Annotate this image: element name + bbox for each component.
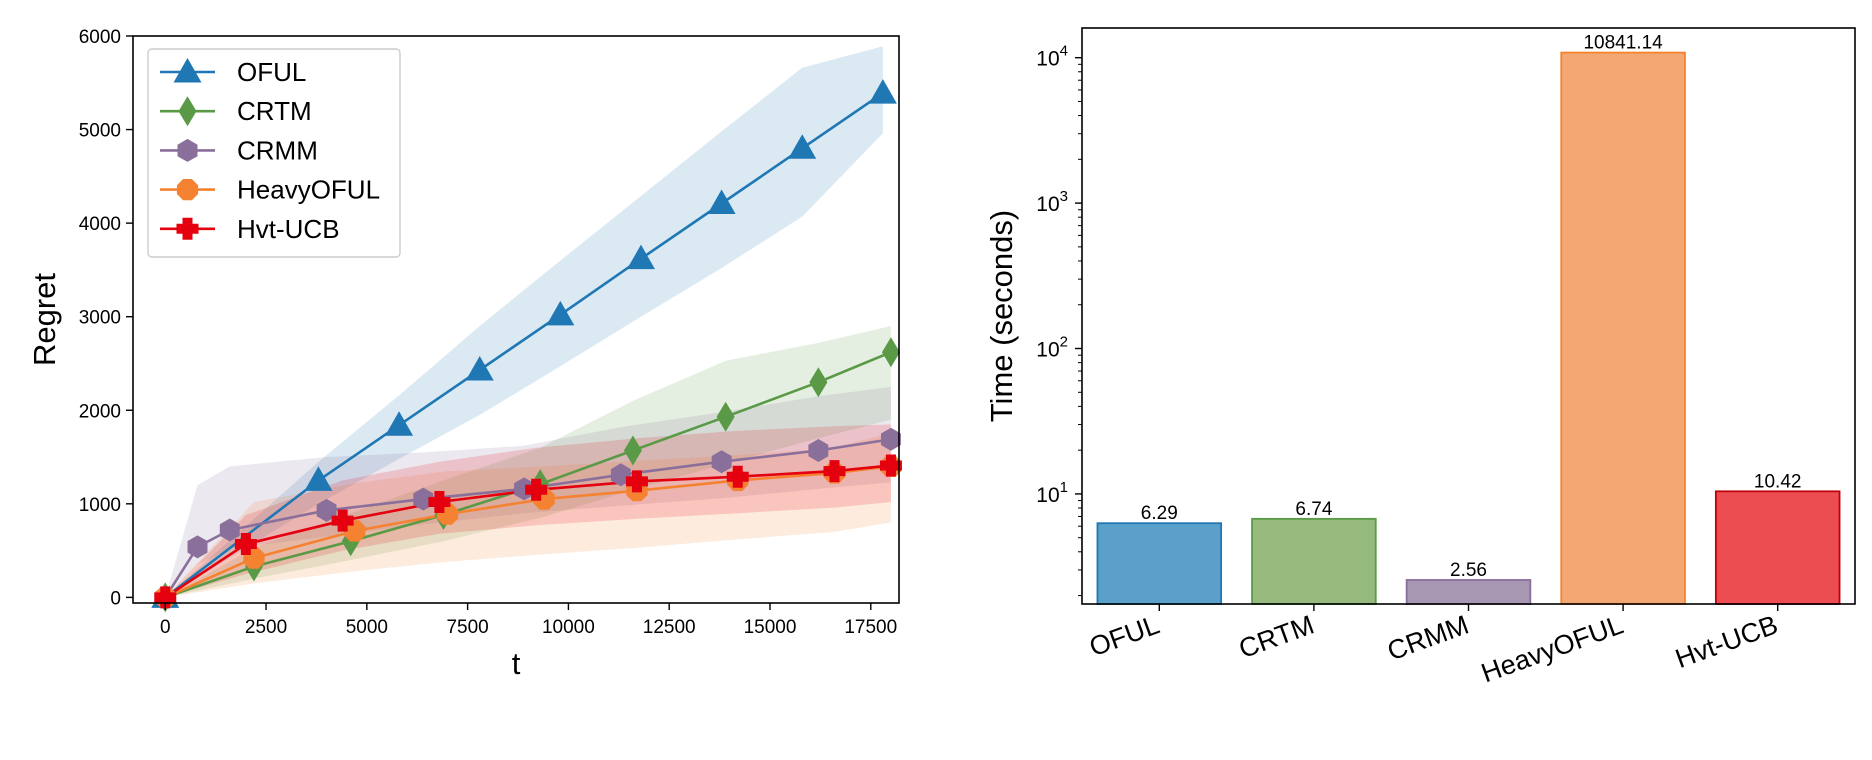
x-tick-label-heavyoful: HeavyOFUL — [1477, 609, 1627, 688]
y-tick-label: 6000 — [79, 27, 121, 48]
y-tick-label: 102 — [1036, 334, 1068, 362]
bar-value-heavyoful: 10841.14 — [1583, 33, 1663, 54]
crtm-marker — [809, 367, 828, 398]
bar-crtm — [1251, 517, 1377, 605]
oful-marker — [788, 134, 817, 159]
y-tick-label: 3000 — [79, 308, 121, 329]
runtime-bar-chart: 6.29 6.74 2.56 10841.14 10.42 101 102 103 104 O… — [984, 27, 1856, 688]
x-tick-label: 0 — [160, 617, 171, 638]
x-tick-label: 2500 — [245, 617, 287, 638]
crtm-marker — [716, 401, 735, 432]
y-tick-label: 2000 — [79, 401, 121, 422]
bar-value-hvt-ucb: 10.42 — [1754, 471, 1802, 492]
bars — [1096, 51, 1841, 605]
x-axis-ticks: 0 2500 5000 7500 10000 12500 15000 17500 — [160, 603, 897, 638]
hvt-ucb-marker — [331, 509, 354, 532]
y-axis-ticks: 101 102 103 104 — [1036, 43, 1082, 597]
crmm-line — [164, 438, 892, 599]
x-tick-label: 7500 — [446, 617, 488, 638]
bar-value-labels: 6.29 6.74 2.56 10841.14 10.42 — [1141, 33, 1802, 581]
regret-line-chart: 0 2500 5000 7500 10000 12500 15000 17500 0 1000 2… — [27, 27, 902, 681]
crmm-marker — [711, 450, 732, 474]
oful-marker — [385, 411, 414, 436]
hvt-ucb-marker — [726, 465, 749, 488]
hvt-ucb-marker — [625, 470, 648, 493]
bar-value-crmm: 2.56 — [1450, 560, 1487, 581]
oful-marker — [626, 244, 655, 270]
hvt-ucb-marker — [428, 490, 451, 513]
oful-marker — [304, 466, 333, 491]
y-tick-label: 101 — [1036, 479, 1068, 507]
plot-frame — [132, 35, 900, 604]
bar-crmm — [1405, 579, 1532, 605]
bar-hvt-ucb — [1714, 490, 1841, 605]
oful-confidence-band — [165, 46, 883, 598]
legend-label-heavyoful: HeavyOFUL — [237, 175, 380, 205]
oful-marker — [868, 79, 897, 104]
legend-label-crtm: CRTM — [237, 96, 312, 126]
x-tick-label-crmm: CRMM — [1383, 609, 1472, 666]
oful-marker — [546, 300, 575, 326]
crtm-marker — [623, 435, 642, 466]
bar-value-crtm: 6.74 — [1295, 499, 1332, 520]
x-tick-label-hvt-ucb: Hvt-UCB — [1671, 609, 1781, 674]
crmm-marker — [881, 427, 901, 451]
crmm-marker — [610, 463, 631, 487]
bar-oful — [1096, 522, 1223, 605]
y-axis-label: Regret — [27, 273, 62, 366]
legend-label-crmm: CRMM — [237, 135, 318, 165]
y-tick-label: 1000 — [79, 495, 121, 516]
crmm-marker — [316, 498, 337, 522]
x-tick-label: 10000 — [542, 617, 595, 638]
y-tick-label: 0 — [110, 588, 121, 609]
oful-marker — [707, 189, 736, 214]
legend-label-oful: OFUL — [237, 57, 306, 87]
hvt-ucb-marker — [154, 586, 177, 609]
y-axis-label: Time (seconds) — [984, 210, 1019, 422]
crmm-marker — [808, 439, 829, 462]
x-axis-ticks: OFUL CRTM CRMM HeavyOFUL Hvt-UCB — [1085, 604, 1782, 688]
x-tick-label: 17500 — [844, 617, 897, 638]
bar-heavyoful — [1560, 51, 1686, 605]
y-tick-label: 4000 — [79, 214, 121, 235]
legend-marker-crtm — [178, 96, 197, 127]
x-tick-label-oful: OFUL — [1085, 609, 1163, 662]
hvt-ucb-marker — [879, 454, 902, 477]
legend-label-hvt-ucb: Hvt-UCB — [237, 214, 340, 244]
x-tick-label: 12500 — [643, 617, 696, 638]
legend-marker-heavyoful — [176, 179, 199, 201]
bar-value-oful: 6.29 — [1141, 503, 1178, 524]
y-tick-label: 5000 — [79, 121, 121, 142]
x-tick-label: 15000 — [744, 617, 797, 638]
crmm-marker — [187, 535, 208, 559]
legend-marker-oful — [173, 58, 202, 83]
heavyoful-confidence-band — [165, 432, 891, 598]
crmm-marker — [219, 518, 240, 542]
legend-marker-crmm — [177, 138, 198, 162]
legend-box — [147, 48, 401, 258]
legend-entries: OFUL CRTM CRMM HeavyOFUL Hvt-UCB — [160, 57, 380, 244]
legend: OFUL CRTM CRMM HeavyOFUL Hvt-UCB — [147, 48, 401, 258]
hvt-ucb-marker — [823, 460, 846, 483]
crtm-marker — [881, 337, 900, 368]
hvt-ucb-marker — [525, 478, 548, 501]
x-axis-label: t — [512, 646, 521, 681]
series-markers — [151, 79, 902, 613]
hvt-ucb-marker — [234, 533, 257, 556]
y-tick-label: 104 — [1036, 43, 1068, 71]
legend-marker-hvt-ucb — [176, 217, 199, 240]
crmm-marker — [413, 487, 434, 511]
oful-marker — [465, 356, 494, 381]
x-tick-label: 5000 — [346, 617, 388, 638]
x-tick-label-crtm: CRTM — [1235, 609, 1318, 664]
y-tick-label: 103 — [1036, 188, 1068, 216]
y-axis-ticks: 0 1000 2000 3000 4000 5000 6000 — [79, 27, 133, 609]
hvt-ucb-confidence-band — [165, 424, 891, 598]
